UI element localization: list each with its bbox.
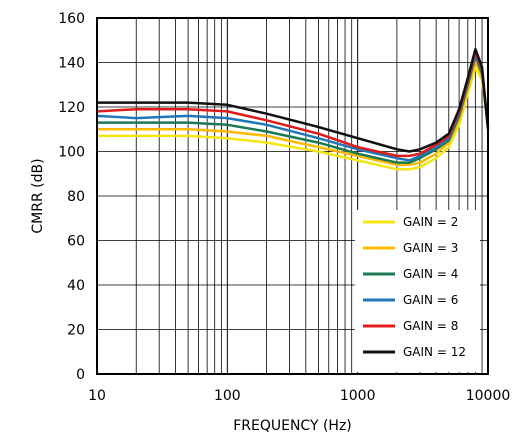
legend-label: GAIN = 2 xyxy=(403,215,458,229)
y-tick-label: 40 xyxy=(67,278,85,294)
legend: GAIN = 2 GAIN = 3 GAIN = 4 GAIN = 6 GAIN = 8… xyxy=(355,210,480,372)
x-axis-title: FREQUENCY (Hz) xyxy=(233,418,352,434)
y-tick-label: 0 xyxy=(76,367,85,383)
series-line xyxy=(97,47,490,153)
y-tick-label: 20 xyxy=(67,323,85,339)
legend-label: GAIN = 4 xyxy=(403,267,458,281)
legend-box xyxy=(355,210,480,372)
series-lines xyxy=(96,47,490,171)
y-tick-label: 80 xyxy=(67,189,85,205)
legend-label: GAIN = 3 xyxy=(403,241,458,255)
y-tick-label: 120 xyxy=(58,100,85,116)
x-tick-label: 1000 xyxy=(340,388,376,404)
y-tick-label: 100 xyxy=(58,145,85,161)
x-tick-label: 100 xyxy=(214,388,241,404)
y-axis-title: CMRR (dB) xyxy=(30,158,46,233)
y-tick-label: 140 xyxy=(58,56,85,72)
legend-label: GAIN = 8 xyxy=(403,319,458,333)
tick-labels: 0 20 40 60 80 100 120 140 160 10 100 1000 10000 xyxy=(58,11,510,404)
legend-label: GAIN = 6 xyxy=(403,293,458,307)
series-line xyxy=(97,65,490,171)
legend-label: GAIN = 12 xyxy=(403,345,466,359)
y-tick-label: 160 xyxy=(58,11,85,27)
x-tick-label: 10 xyxy=(88,388,106,404)
y-tick-label: 60 xyxy=(67,234,85,250)
x-tick-label: 10000 xyxy=(466,388,511,404)
plot-frame xyxy=(96,17,489,375)
